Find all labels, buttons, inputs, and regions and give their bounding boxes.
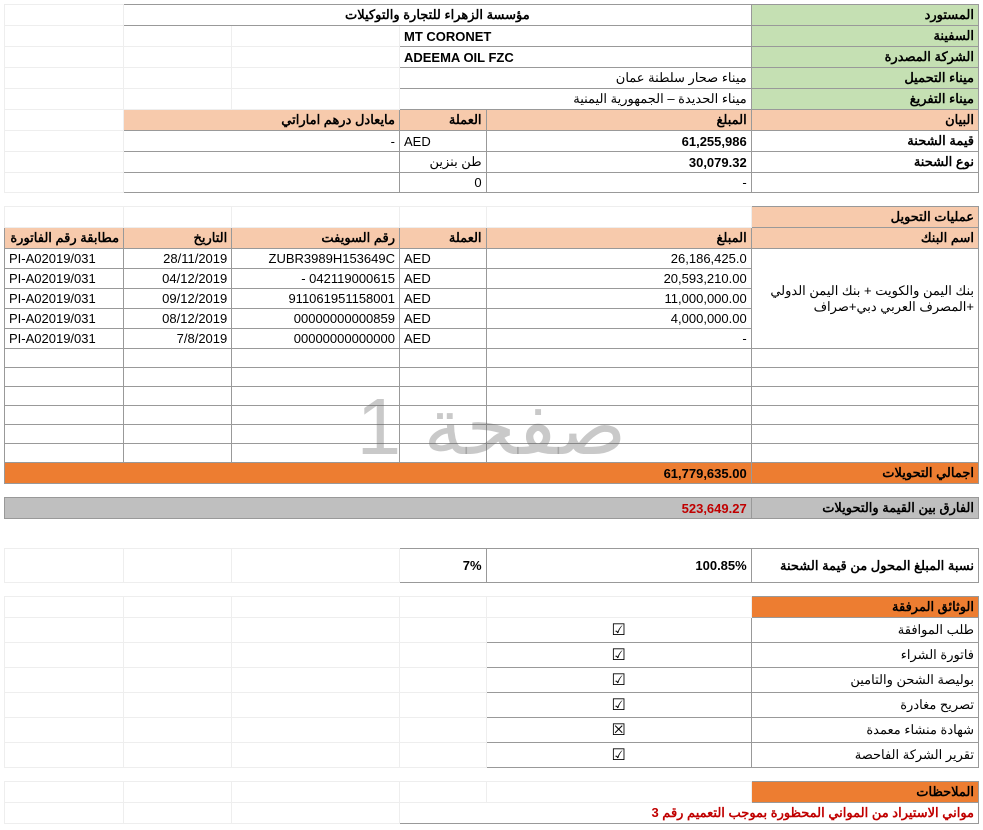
check-icon: ☑ — [486, 618, 751, 643]
curr-cell: AED — [399, 269, 486, 289]
doc-row: ☒ شهادة منشاء معمدة — [5, 718, 979, 743]
date-cell: 7/8/2019 — [124, 329, 232, 349]
check-icon: ☑ — [486, 743, 751, 768]
cross-icon: ☒ — [486, 718, 751, 743]
ship-value: MT CORONET — [399, 26, 751, 47]
doc-label: تقرير الشركة الفاحصة — [751, 743, 978, 768]
zero-amount: - — [486, 173, 751, 193]
zero-curr: 0 — [399, 173, 486, 193]
bank-label: اسم البنك — [751, 228, 978, 249]
total-label: اجمالي التحويلات — [751, 463, 978, 484]
match-cell: PI-A02019/031 — [5, 249, 124, 269]
doc-row: ☑ طلب الموافقة — [5, 618, 979, 643]
transfers-amount-label: المبلغ — [486, 228, 751, 249]
match-cell: PI-A02019/031 — [5, 309, 124, 329]
doc-row: ☑ تقرير الشركة الفاحصة — [5, 743, 979, 768]
curr-cell: AED — [399, 289, 486, 309]
curr-cell: AED — [399, 329, 486, 349]
shipment-value-aed: - — [124, 131, 400, 152]
currency-label: العملة — [399, 110, 486, 131]
swift-cell: 911061951158001 — [232, 289, 400, 309]
discharge-port-label: ميناء التفريغ — [751, 89, 978, 110]
amount-cell: 26,186,425.0 — [486, 249, 751, 269]
pct-value: 100.85% — [486, 549, 751, 583]
check-icon: ☑ — [486, 643, 751, 668]
diff-label: الفارق بين القيمة والتحويلات — [751, 498, 978, 519]
exporter-label: الشركة المصدرة — [751, 47, 978, 68]
date-cell: 09/12/2019 — [124, 289, 232, 309]
doc-row: ☑ فاتورة الشراء — [5, 643, 979, 668]
exporter-value: ADEEMA OIL FZC — [399, 47, 751, 68]
doc-label: فاتورة الشراء — [751, 643, 978, 668]
amount-cell: - — [486, 329, 751, 349]
match-cell: PI-A02019/031 — [5, 269, 124, 289]
swift-cell: 00000000000859 — [232, 309, 400, 329]
amount-cell: 11,000,000.00 — [486, 289, 751, 309]
swift-cell: ZUBR3989H153649C — [232, 249, 400, 269]
date-cell: 04/12/2019 — [124, 269, 232, 289]
doc-row: ☑ تصريح مغادرة — [5, 693, 979, 718]
match-cell: PI-A02019/031 — [5, 329, 124, 349]
bank-value: بنك اليمن والكويت + بنك اليمن الدولي +ال… — [751, 249, 978, 349]
discharge-port-value: ميناء الحديدة – الجمهورية اليمنية — [399, 89, 751, 110]
doc-label: بوليصة الشحن والتامين — [751, 668, 978, 693]
aed-equiv-label: مايعادل درهم اماراتي — [124, 110, 400, 131]
shipment-value-label: قيمة الشحنة — [751, 131, 978, 152]
date-cell: 08/12/2019 — [124, 309, 232, 329]
date-cell: 28/11/2019 — [124, 249, 232, 269]
swift-label: رقم السويفت — [232, 228, 400, 249]
notes-header: الملاحظات — [751, 782, 978, 803]
diff-value: 523,649.27 — [5, 498, 752, 519]
shipment-type-label: نوع الشحنة — [751, 152, 978, 173]
ship-label: السفينة — [751, 26, 978, 47]
load-port-value: ميناء صحار سلطنة عمان — [399, 68, 751, 89]
importer-value: مؤسسة الزهراء للتجارة والتوكيلات — [124, 5, 752, 26]
match-cell: PI-A02019/031 — [5, 289, 124, 309]
transfers-ops-label: عمليات التحويل — [751, 207, 978, 228]
statement-label: البيان — [751, 110, 978, 131]
check-icon: ☑ — [486, 693, 751, 718]
swift-cell: 00000000000000 — [232, 329, 400, 349]
check-icon: ☑ — [486, 668, 751, 693]
swift-cell: - 042119000615 — [232, 269, 400, 289]
doc-row: ☑ بوليصة الشحن والتامين — [5, 668, 979, 693]
doc-label: تصريح مغادرة — [751, 693, 978, 718]
curr-cell: AED — [399, 249, 486, 269]
curr-cell: AED — [399, 309, 486, 329]
shipment-value-currency: AED — [399, 131, 486, 152]
shipment-type-amount: 30,079.32 — [486, 152, 751, 173]
date-label: التاريخ — [124, 228, 232, 249]
shipment-type-currency: طن بنزين — [399, 152, 486, 173]
transfer-row: PI-A02019/031 28/11/2019 ZUBR3989H153649… — [5, 249, 979, 269]
load-port-label: ميناء التحميل — [751, 68, 978, 89]
pct-label: نسبة المبلغ المحول من قيمة الشحنة — [751, 549, 978, 583]
amount-cell: 20,593,210.00 — [486, 269, 751, 289]
transfers-currency-label: العملة — [399, 228, 486, 249]
doc-label: طلب الموافقة — [751, 618, 978, 643]
amount-cell: 4,000,000.00 — [486, 309, 751, 329]
amount-label: المبلغ — [486, 110, 751, 131]
pct-extra: 7% — [399, 549, 486, 583]
doc-label: شهادة منشاء معمدة — [751, 718, 978, 743]
shipment-value-amount: 61,255,986 — [486, 131, 751, 152]
notes-line: مواني الاستيراد من المواني المحظورة بموج… — [399, 803, 978, 824]
docs-header: الوثائق المرفقة — [751, 597, 978, 618]
importer-label: المستورد — [751, 5, 978, 26]
total-value: 61,779,635.00 — [5, 463, 752, 484]
main-sheet: مؤسسة الزهراء للتجارة والتوكيلات المستور… — [4, 4, 979, 824]
match-label: مطابقة رقم الفاتورة — [5, 228, 124, 249]
